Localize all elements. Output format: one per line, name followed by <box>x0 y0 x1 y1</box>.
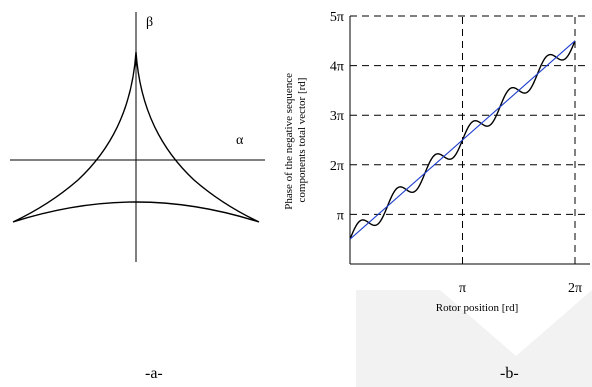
alpha-axis-label: α <box>236 133 244 148</box>
locus-curve <box>12 51 260 223</box>
panel-b-caption: -b- <box>500 365 519 382</box>
panel-a-caption: -a- <box>145 365 163 382</box>
x-tick-label: π <box>459 281 466 296</box>
panel-a: β α -a- <box>10 12 265 382</box>
y-tick-label: π <box>337 208 344 223</box>
y-axis-label-line2: components total vector [rd] <box>296 78 308 203</box>
x-axis-label: Rotor position [rd] <box>436 302 519 314</box>
panel-b: π 2π 3π 4π 5π π 2π Rotor position [rd] Phase … <box>283 10 590 382</box>
x-tick-labels: π 2π <box>459 281 582 296</box>
beta-axis-label: β <box>146 15 153 30</box>
y-tick-label: 3π <box>330 109 344 124</box>
x-tick-label: 2π <box>568 281 582 296</box>
y-axis-label: Phase of the negative sequence component… <box>283 70 308 210</box>
y-tick-labels: π 2π 3π 4π 5π <box>330 10 344 223</box>
trend-line <box>349 40 576 240</box>
y-axis-label-line1: Phase of the negative sequence <box>283 73 295 210</box>
y-tick-label: 5π <box>330 10 344 25</box>
y-tick-label: 4π <box>330 60 344 75</box>
y-tick-label: 2π <box>330 159 344 174</box>
grid <box>350 14 590 264</box>
watermark-shape <box>356 290 592 387</box>
